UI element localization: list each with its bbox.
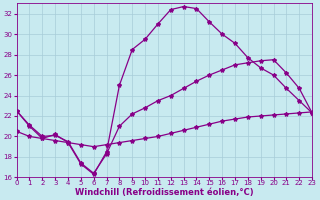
- X-axis label: Windchill (Refroidissement éolien,°C): Windchill (Refroidissement éolien,°C): [75, 188, 254, 197]
